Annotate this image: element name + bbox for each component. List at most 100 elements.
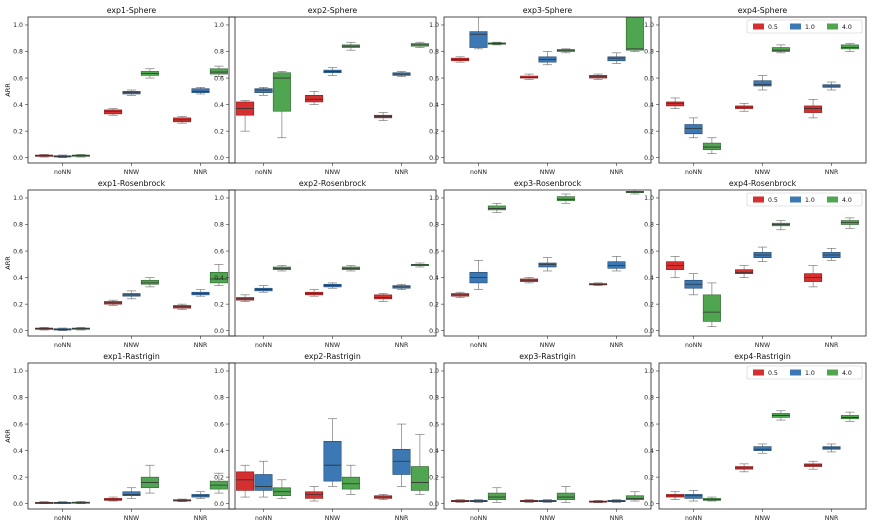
box-4_0-nnr (840, 43, 859, 52)
box-0_5-nonn (451, 499, 470, 503)
y-tick-label: 0.4 (644, 448, 654, 455)
y-tick-label: 0.8 (429, 49, 439, 56)
y-axis-label: ARR (4, 256, 12, 270)
box-body (607, 261, 626, 269)
box-body (191, 88, 210, 93)
y-tick-label: 0.6 (214, 248, 224, 255)
box-body (684, 124, 703, 135)
x-tick-label: noNN (255, 169, 272, 176)
x-tick-label: NNW (755, 169, 770, 176)
box-1_0-nnw (122, 89, 141, 96)
legend-label: 4.0 (842, 24, 852, 31)
panel-exp4-rosenbrock: exp4-Rosenbrock 0.0 0.2 0.4 0.6 0.8 1.0 noNN NNW… (644, 179, 867, 349)
y-tick-label: 0.8 (13, 222, 23, 229)
box-body (666, 101, 685, 107)
panel-title: exp2-Sphere (308, 6, 358, 15)
y-tick-label: 0.4 (13, 102, 23, 109)
box-0_5-nnr (589, 500, 608, 503)
box-1_0-nnr (191, 87, 210, 95)
y-tick-label: 0.0 (644, 501, 654, 508)
box-body (753, 446, 772, 451)
box-body (702, 294, 721, 322)
y-tick-label: 0.2 (13, 128, 23, 135)
y-tick-label: 0.8 (13, 395, 23, 402)
box-body (209, 68, 228, 75)
y-tick-label: 0.6 (13, 248, 23, 255)
panel-title: exp3-Rastrigin (519, 352, 576, 361)
box-4_0-nnw (341, 41, 360, 51)
box-marks (451, 486, 644, 503)
box-0_5-nonn (35, 501, 54, 504)
x-tick-label: NNR (194, 169, 208, 176)
box-body (254, 474, 273, 491)
y-tick-label: 0.6 (13, 421, 23, 428)
x-tick-label: NNR (395, 169, 409, 176)
box-4_0-nonn (487, 487, 506, 503)
box-4_0-nonn (272, 479, 291, 499)
y-tick-label: 1.0 (13, 195, 23, 202)
box-4_0-nnw (341, 464, 360, 495)
x-tick-label: NNW (124, 169, 139, 176)
box-0_5-nonn (236, 294, 255, 302)
y-tick-label: 1.0 (429, 368, 439, 375)
box-4_0-nnr (625, 190, 644, 195)
box-4_0-nnw (556, 48, 575, 54)
y-tick-label: 1.0 (214, 195, 224, 202)
plot-frame (228, 189, 437, 337)
box-0_5-nnw (305, 486, 324, 502)
y-tick-label: 0.8 (429, 395, 439, 402)
x-tick-label: NNR (395, 515, 409, 522)
panel-title: exp1-Sphere (107, 6, 157, 15)
y-tick-label: 0.8 (214, 395, 224, 402)
panel-title: exp2-Rosenbrock (299, 179, 367, 188)
box-body (254, 88, 273, 93)
box-body (272, 72, 291, 112)
box-body (487, 205, 506, 211)
y-tick-label: 0.4 (214, 275, 224, 282)
y-tick-label: 0.0 (429, 155, 439, 162)
y-tick-label: 0.4 (214, 102, 224, 109)
box-0_5-nnr (173, 303, 192, 310)
x-tick-label: NNW (540, 515, 555, 522)
plot-frame (443, 16, 652, 164)
box-4_0-nnw (556, 193, 575, 204)
box-4_0-nonn (71, 501, 90, 504)
box-1_0-nonn (53, 327, 72, 331)
box-body (771, 47, 790, 52)
y-tick-label: 0.6 (429, 75, 439, 82)
x-tick-label: noNN (470, 169, 487, 176)
x-tick-label: NNW (325, 169, 340, 176)
plot-frame (658, 189, 867, 337)
box-body (538, 262, 557, 268)
box-4_0-nonn (71, 154, 90, 158)
box-body (487, 492, 506, 501)
box-0_5-nnw (104, 299, 123, 306)
box-0_5-nnr (589, 282, 608, 286)
y-tick-label: 1.0 (644, 368, 654, 375)
box-1_0-nnw (538, 257, 557, 272)
box-0_5-nonn (236, 464, 255, 498)
box-0_5-nnw (104, 496, 123, 502)
box-4_0-nnr (410, 41, 429, 48)
box-marks (451, 17, 644, 80)
x-tick-label: NNR (610, 515, 624, 522)
y-tick-label: 0.8 (13, 49, 23, 56)
panel-title: exp3-Rosenbrock (514, 179, 582, 188)
legend-swatch-4_0 (827, 369, 838, 376)
box-body (392, 448, 411, 475)
x-tick-label: NNR (825, 515, 839, 522)
box-marks (236, 262, 429, 302)
plot-frame (443, 189, 652, 337)
box-marks (236, 418, 429, 502)
x-tick-label: NNR (610, 342, 624, 349)
box-1_0-nnr (392, 423, 411, 487)
x-tick-label: NNR (194, 515, 208, 522)
box-marks (451, 190, 644, 298)
box-0_5-nnr (173, 116, 192, 124)
y-tick-label: 0.4 (13, 448, 23, 455)
plot-frame (658, 16, 867, 164)
box-1_0-nnr (822, 248, 841, 261)
x-tick-label: noNN (54, 515, 71, 522)
y-tick-label: 0.6 (13, 75, 23, 82)
panel-exp1-sphere: exp1-Sphere 0.0 0.2 0.4 0.6 0.8 1.0 ARR noNN NNW N… (4, 6, 236, 176)
